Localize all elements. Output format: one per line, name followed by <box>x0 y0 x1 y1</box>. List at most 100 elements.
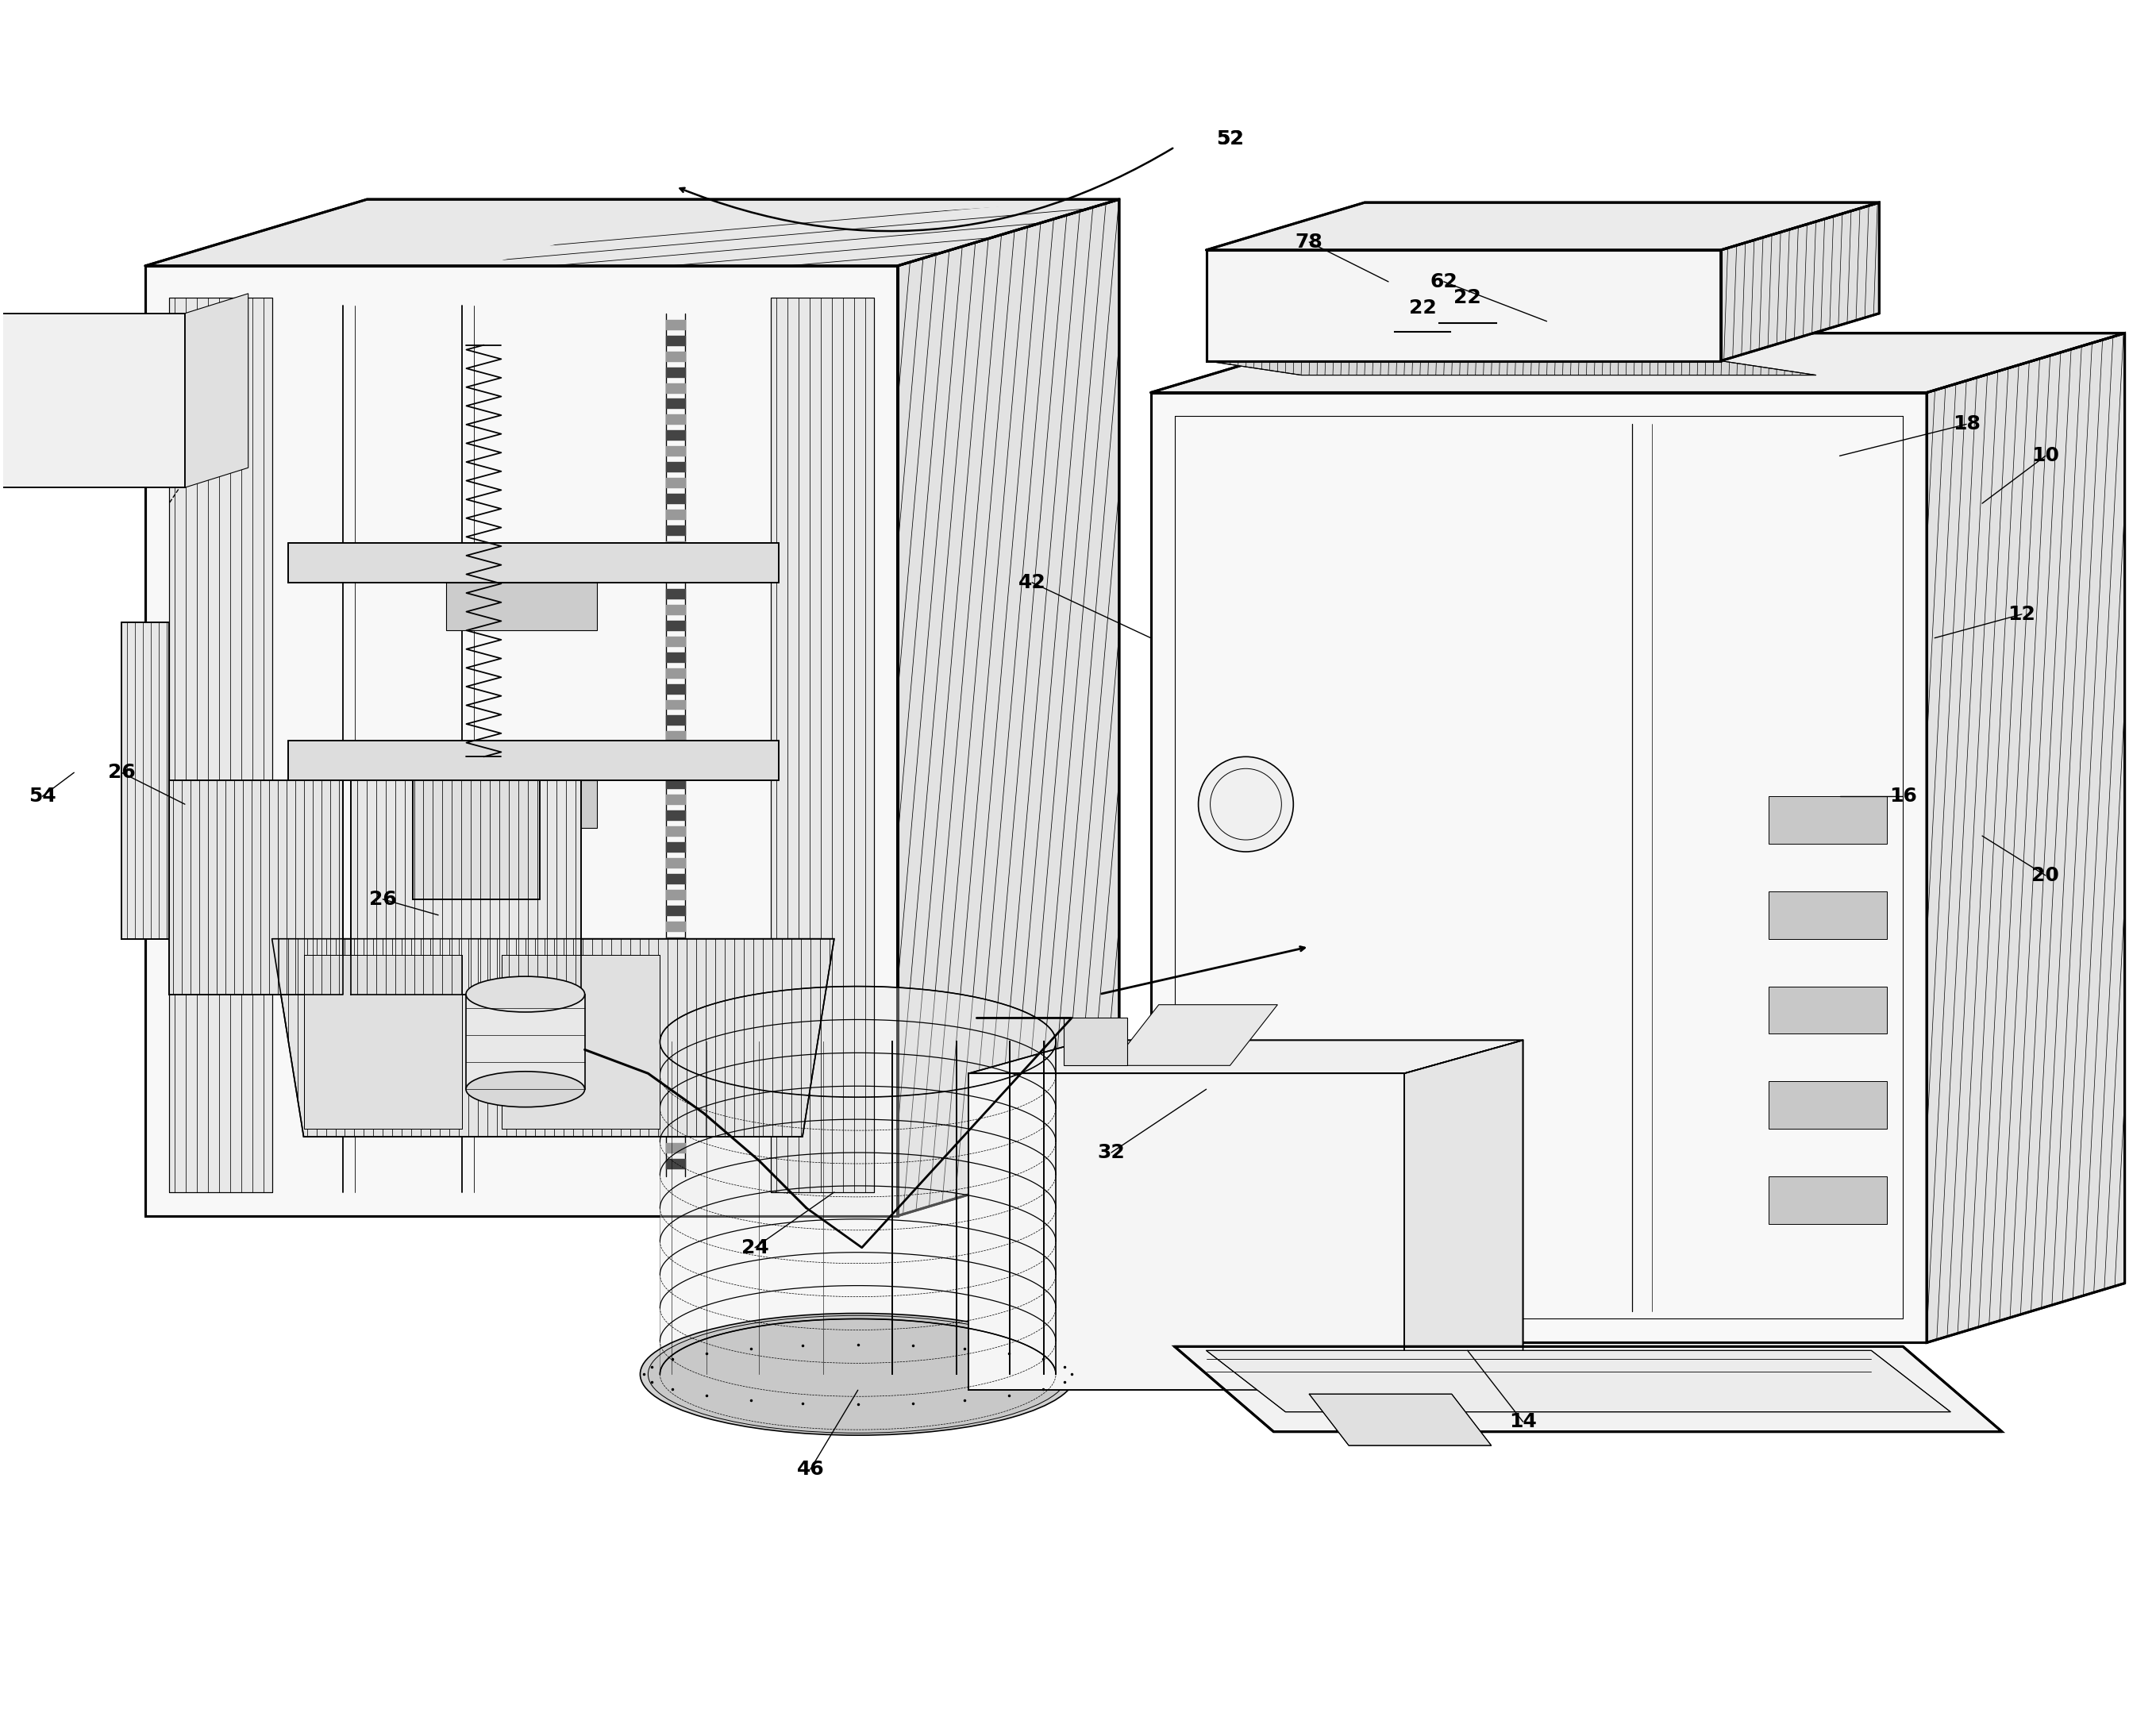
Circle shape <box>1199 757 1294 851</box>
Polygon shape <box>666 461 686 472</box>
Polygon shape <box>666 398 686 408</box>
Polygon shape <box>446 781 597 827</box>
Text: 14: 14 <box>1509 1412 1537 1432</box>
Polygon shape <box>666 731 686 742</box>
Polygon shape <box>1175 1347 2003 1432</box>
Polygon shape <box>287 543 778 583</box>
Text: 32: 32 <box>1097 1143 1125 1162</box>
Polygon shape <box>666 542 686 550</box>
Text: 26: 26 <box>108 762 136 783</box>
Text: 20: 20 <box>2031 866 2059 885</box>
Polygon shape <box>666 620 686 631</box>
Polygon shape <box>666 320 686 330</box>
Polygon shape <box>1205 202 1880 250</box>
Polygon shape <box>1309 1395 1492 1446</box>
Polygon shape <box>351 781 580 995</box>
Polygon shape <box>666 795 686 805</box>
Polygon shape <box>968 1041 1522 1073</box>
Text: 52: 52 <box>1216 130 1244 149</box>
Polygon shape <box>666 1065 686 1073</box>
Polygon shape <box>666 573 686 583</box>
Polygon shape <box>666 1080 686 1089</box>
Text: 46: 46 <box>796 1459 824 1478</box>
Polygon shape <box>666 590 686 598</box>
Polygon shape <box>287 742 778 781</box>
Polygon shape <box>666 843 686 851</box>
Polygon shape <box>666 716 686 725</box>
Polygon shape <box>666 1159 686 1169</box>
Polygon shape <box>414 781 539 899</box>
Polygon shape <box>502 955 660 1130</box>
Polygon shape <box>144 267 897 1215</box>
Polygon shape <box>666 937 686 947</box>
Polygon shape <box>666 431 686 439</box>
Polygon shape <box>666 494 686 504</box>
Polygon shape <box>666 352 686 361</box>
Text: 24: 24 <box>742 1237 770 1258</box>
Text: 54: 54 <box>28 786 56 807</box>
Polygon shape <box>666 1032 686 1042</box>
Polygon shape <box>666 668 686 677</box>
Polygon shape <box>666 827 686 836</box>
Polygon shape <box>666 984 686 995</box>
Polygon shape <box>666 747 686 757</box>
Polygon shape <box>1768 892 1886 938</box>
Polygon shape <box>666 446 686 456</box>
Polygon shape <box>446 583 597 631</box>
Polygon shape <box>666 699 686 709</box>
Polygon shape <box>666 921 686 931</box>
Polygon shape <box>1720 202 1880 361</box>
Polygon shape <box>1404 1041 1522 1389</box>
Polygon shape <box>1768 1176 1886 1224</box>
Polygon shape <box>666 479 686 487</box>
Polygon shape <box>666 509 686 520</box>
Polygon shape <box>666 954 686 962</box>
Polygon shape <box>466 995 584 1089</box>
Polygon shape <box>1151 393 1927 1343</box>
Polygon shape <box>144 200 1119 267</box>
Polygon shape <box>121 622 168 938</box>
Polygon shape <box>168 297 272 1193</box>
Text: 18: 18 <box>1953 415 1979 434</box>
Polygon shape <box>666 367 686 376</box>
Polygon shape <box>1205 250 1720 361</box>
Polygon shape <box>666 526 686 535</box>
Polygon shape <box>666 890 686 899</box>
Polygon shape <box>1768 796 1886 844</box>
Polygon shape <box>666 335 686 345</box>
Text: 26: 26 <box>369 890 397 909</box>
Text: 42: 42 <box>1018 573 1046 591</box>
Polygon shape <box>666 1143 686 1152</box>
Polygon shape <box>1110 1005 1279 1065</box>
Polygon shape <box>0 313 185 487</box>
Polygon shape <box>666 636 686 646</box>
Ellipse shape <box>466 1072 584 1107</box>
Polygon shape <box>666 653 686 661</box>
Polygon shape <box>1927 333 2124 1343</box>
Polygon shape <box>666 1095 686 1106</box>
Text: 12: 12 <box>2007 605 2035 624</box>
Polygon shape <box>666 762 686 772</box>
Polygon shape <box>1205 1350 1951 1412</box>
Text: 10: 10 <box>2031 446 2059 465</box>
Polygon shape <box>666 1017 686 1025</box>
Text: 22: 22 <box>1453 289 1481 308</box>
Polygon shape <box>666 1000 686 1010</box>
Polygon shape <box>666 1048 686 1058</box>
Polygon shape <box>1063 1019 1128 1065</box>
Polygon shape <box>666 605 686 614</box>
Polygon shape <box>666 858 686 868</box>
Text: 78: 78 <box>1296 232 1324 251</box>
Text: 62: 62 <box>1429 272 1457 291</box>
Text: 16: 16 <box>1889 786 1917 807</box>
Polygon shape <box>304 955 461 1130</box>
Polygon shape <box>666 1128 686 1136</box>
Polygon shape <box>666 873 686 884</box>
Polygon shape <box>1151 333 2124 393</box>
Ellipse shape <box>466 976 584 1012</box>
Polygon shape <box>666 684 686 694</box>
Polygon shape <box>897 200 1119 1215</box>
Ellipse shape <box>640 1313 1076 1436</box>
Polygon shape <box>968 1073 1404 1389</box>
Polygon shape <box>666 779 686 788</box>
